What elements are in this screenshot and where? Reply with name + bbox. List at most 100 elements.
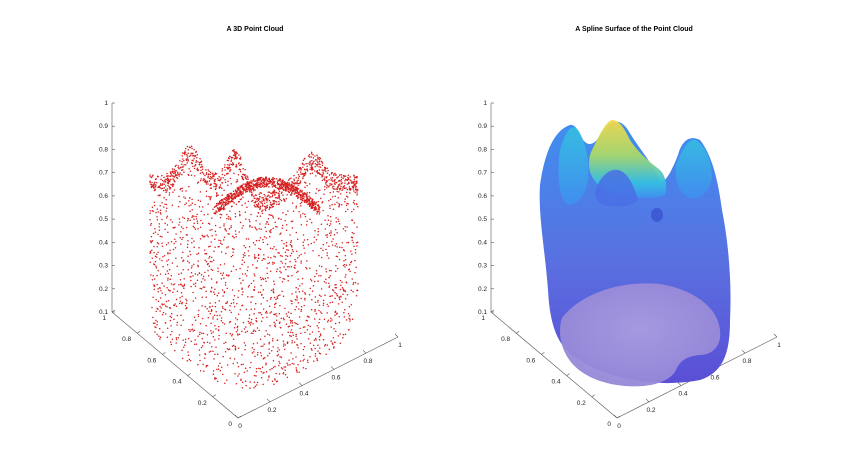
- cloud-point: [175, 233, 177, 235]
- cloud-point: [246, 176, 249, 178]
- cloud-point: [292, 210, 295, 212]
- cloud-point: [263, 343, 265, 345]
- cloud-point: [255, 179, 257, 182]
- cloud-point: [291, 202, 294, 204]
- x-tick-mark: [298, 382, 303, 386]
- cloud-point: [289, 260, 291, 263]
- cloud-point: [242, 167, 244, 170]
- cloud-point: [152, 174, 154, 177]
- cloud-point: [275, 248, 277, 251]
- axes-spline-surface: 0.10.20.30.40.50.60.70.80.9100.20.40.60.…: [478, 100, 781, 430]
- cloud-point: [210, 256, 213, 259]
- cloud-point: [255, 370, 258, 373]
- cloud-point: [281, 179, 283, 182]
- cloud-point: [241, 381, 244, 383]
- cloud-point: [312, 284, 315, 287]
- cloud-point: [223, 236, 226, 238]
- cloud-point: [151, 279, 154, 281]
- cloud-point: [300, 310, 302, 312]
- cloud-point: [153, 204, 156, 207]
- cloud-point: [286, 193, 288, 196]
- x-tick-label: 1: [777, 342, 781, 349]
- cloud-point: [162, 311, 165, 314]
- cloud-point: [199, 179, 202, 182]
- cloud-point: [195, 343, 198, 345]
- cloud-point: [193, 226, 196, 229]
- cloud-point: [218, 202, 220, 205]
- cloud-point: [304, 172, 307, 175]
- cloud-point: [184, 203, 186, 206]
- cloud-point: [215, 192, 218, 194]
- cloud-point: [239, 221, 242, 224]
- cloud-point: [262, 209, 264, 211]
- surface-cusp-left: [558, 127, 589, 205]
- cloud-point: [259, 205, 262, 208]
- cloud-point: [223, 225, 225, 227]
- cloud-point: [189, 154, 192, 157]
- cloud-point: [297, 174, 300, 176]
- cloud-point: [257, 199, 260, 202]
- cloud-point: [329, 215, 332, 218]
- cloud-point: [330, 173, 333, 175]
- cloud-point: [248, 187, 250, 189]
- cloud-point: [353, 190, 355, 192]
- cloud-point: [309, 203, 312, 205]
- cloud-point: [266, 184, 268, 187]
- cloud-point: [332, 290, 335, 292]
- cloud-point: [285, 185, 287, 187]
- cloud-point: [190, 329, 192, 331]
- cloud-point: [350, 261, 352, 264]
- cloud-point: [320, 295, 322, 297]
- cloud-point: [278, 203, 281, 205]
- cloud-point: [230, 160, 232, 162]
- y-tick-label: 0.4: [173, 379, 182, 386]
- cloud-point: [302, 359, 304, 362]
- cloud-point: [308, 316, 310, 318]
- cloud-point: [154, 231, 157, 233]
- cloud-point: [253, 273, 255, 275]
- cloud-point: [182, 216, 184, 219]
- cloud-point: [209, 305, 211, 308]
- cloud-point: [251, 347, 254, 349]
- cloud-point: [232, 344, 235, 347]
- cloud-point: [287, 364, 289, 366]
- cloud-point: [277, 197, 279, 199]
- cloud-point: [338, 174, 341, 176]
- cloud-point: [253, 183, 256, 186]
- cloud-point: [341, 246, 343, 249]
- cloud-point: [249, 366, 251, 369]
- cloud-point: [187, 239, 189, 242]
- cloud-point: [353, 245, 355, 247]
- cloud-point: [357, 205, 359, 208]
- cloud-point: [219, 206, 221, 209]
- cloud-point: [331, 342, 334, 344]
- cloud-point: [207, 176, 209, 178]
- cloud-point: [321, 202, 323, 204]
- cloud-point: [245, 238, 248, 240]
- cloud-point: [233, 195, 236, 198]
- cloud-point: [233, 295, 236, 297]
- cloud-point: [308, 198, 311, 201]
- cloud-point: [239, 189, 241, 191]
- cloud-point: [287, 275, 289, 277]
- cloud-point: [281, 368, 284, 370]
- cloud-point: [318, 169, 321, 171]
- cloud-point: [237, 188, 240, 190]
- cloud-point: [165, 191, 167, 194]
- cloud-point: [272, 203, 275, 205]
- cloud-point: [162, 189, 165, 192]
- cloud-point: [187, 160, 189, 162]
- cloud-point: [346, 293, 349, 296]
- cloud-point: [245, 384, 247, 387]
- cloud-point: [264, 209, 267, 212]
- cloud-point: [243, 371, 246, 374]
- cloud-point: [171, 262, 174, 264]
- cloud-point: [313, 360, 315, 362]
- cloud-point: [237, 296, 239, 299]
- cloud-point: [170, 183, 172, 186]
- cloud-point: [330, 230, 332, 232]
- cloud-point: [322, 249, 324, 252]
- cloud-point: [342, 185, 345, 188]
- cloud-point: [191, 209, 193, 211]
- cloud-point: [312, 344, 315, 347]
